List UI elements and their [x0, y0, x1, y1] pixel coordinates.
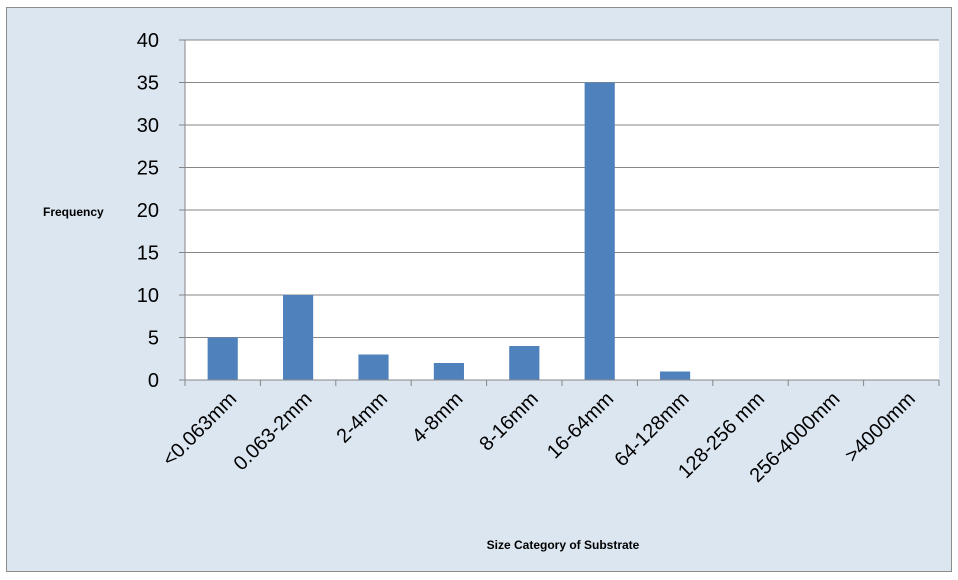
x-tick-label: 16-64mm — [543, 388, 618, 463]
x-axis-label: Size Category of Substrate — [487, 538, 640, 552]
y-tick-label: 5 — [148, 328, 159, 350]
bar — [584, 82, 615, 380]
bar — [509, 346, 540, 380]
y-tick-label: 0 — [148, 370, 159, 392]
bar — [283, 295, 314, 380]
y-axis-label: Frequency — [43, 205, 104, 219]
y-tick-label: 20 — [137, 200, 159, 222]
y-tick-label: 35 — [137, 73, 159, 95]
x-tick-label: 4-8mm — [408, 388, 468, 448]
x-tick-label: >4000mm — [841, 388, 920, 467]
y-tick-label: 25 — [137, 158, 159, 180]
x-tick-label: 64-128mm — [610, 388, 693, 471]
y-tick-label: 15 — [137, 243, 159, 265]
y-tick-label: 40 — [137, 30, 159, 52]
bar — [660, 371, 691, 380]
bar — [358, 354, 389, 380]
y-tick-label: 10 — [137, 285, 159, 307]
x-tick-label: 2-4mm — [332, 388, 392, 448]
bar — [207, 337, 238, 380]
bar — [433, 363, 464, 380]
x-tick-label: 0.063-2mm — [230, 388, 317, 475]
y-tick-label: 30 — [137, 115, 159, 137]
x-tick-label: 8-16mm — [475, 388, 542, 455]
x-tick-label: <0.063mm — [158, 388, 241, 471]
